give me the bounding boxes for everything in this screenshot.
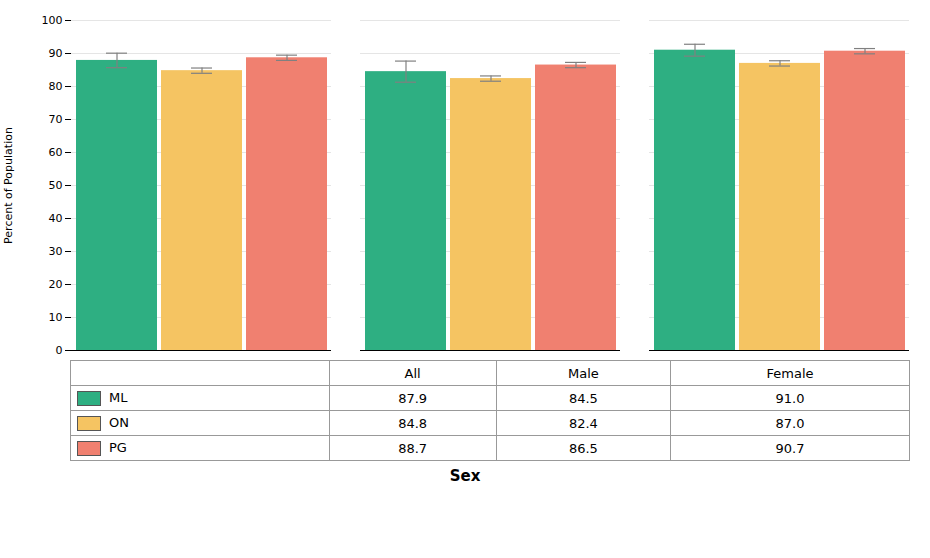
html-text:87.9: 87.9: [398, 390, 428, 406]
svg-text:Percent of Population: Percent of Population: [2, 127, 15, 244]
html-text:Sex: Sex: [449, 467, 481, 485]
svg-text:40: 40: [49, 212, 63, 225]
svg-text:30: 30: [49, 245, 63, 258]
svg-text:0: 0: [56, 344, 63, 357]
svg-text:50: 50: [49, 179, 63, 192]
svg-text:80: 80: [49, 80, 63, 93]
html-text:PG: PG: [109, 440, 127, 455]
svg-text:20: 20: [49, 278, 63, 291]
html-text:ON: ON: [109, 415, 129, 430]
svg-text:100: 100: [42, 14, 63, 27]
html-text:All: All: [404, 365, 421, 381]
html-text:88.7: 88.7: [398, 440, 428, 456]
html-text:84.5: 84.5: [568, 390, 598, 406]
html-text:ML: ML: [109, 390, 128, 405]
svg-text:90: 90: [49, 47, 63, 60]
html-text:84.8: 84.8: [398, 415, 428, 431]
html-text:87.0: 87.0: [775, 415, 805, 431]
html-text:86.5: 86.5: [568, 440, 598, 456]
html-text:Female: Female: [766, 365, 814, 381]
svg-text:10: 10: [49, 311, 63, 324]
html-text:90.7: 90.7: [775, 440, 805, 456]
html-text:82.4: 82.4: [568, 415, 598, 431]
svg-text:70: 70: [49, 113, 63, 126]
svg-text:60: 60: [49, 146, 63, 159]
html-text:Male: Male: [568, 365, 599, 381]
html-text:91.0: 91.0: [775, 390, 805, 406]
